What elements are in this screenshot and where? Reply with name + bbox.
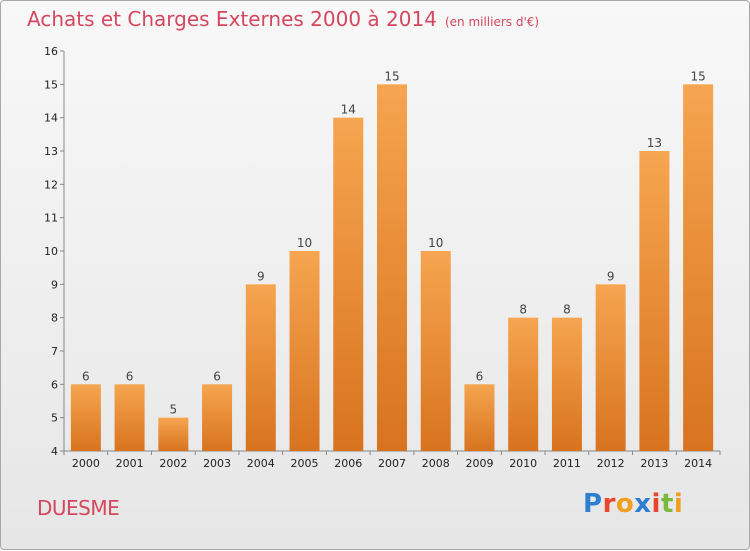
data-label: 6: [476, 369, 484, 383]
chart-subtitle: (en milliers d'€): [444, 15, 540, 29]
data-label: 15: [690, 69, 705, 83]
bar: [595, 284, 626, 451]
bar: [683, 84, 714, 451]
data-label: 6: [126, 369, 134, 383]
bar: [508, 317, 539, 451]
logo-letter: x: [634, 489, 652, 519]
data-label: 8: [519, 303, 527, 317]
y-tick-label: 14: [44, 112, 58, 125]
logo-letter: o: [615, 489, 635, 519]
y-tick-label: 5: [51, 412, 58, 425]
x-tick-label: 2010: [509, 457, 537, 470]
y-tick-label: 4: [51, 445, 58, 458]
logo-letter: i: [651, 489, 661, 519]
bar: [158, 417, 189, 451]
y-tick-label: 15: [44, 78, 58, 91]
y-tick-label: 6: [51, 378, 58, 391]
data-label: 6: [82, 369, 90, 383]
x-tick-label: 2012: [597, 457, 625, 470]
bars: [70, 84, 714, 452]
data-label: 6: [213, 369, 221, 383]
y-tick-label: 7: [51, 345, 58, 358]
data-label: 10: [428, 236, 443, 250]
x-tick-label: 2011: [553, 457, 581, 470]
bar: [464, 384, 495, 451]
data-label: 9: [257, 269, 265, 283]
y-tick-label: 12: [44, 178, 58, 191]
bar: [202, 384, 233, 451]
y-tick-label: 9: [51, 278, 58, 291]
bar: [377, 84, 407, 451]
logo-letter: t: [660, 489, 674, 519]
y-tick-label: 13: [44, 145, 58, 158]
title-text: Achats et Charges Externes 2000 à 2014: [27, 7, 437, 31]
data-label: 13: [647, 136, 662, 150]
x-tick-label: 2000: [72, 457, 100, 470]
data-label: 14: [341, 103, 356, 117]
x-tick-label: 2005: [291, 457, 319, 470]
data-label: 8: [563, 303, 571, 317]
bar: [289, 251, 320, 451]
x-tick-label: 2009: [465, 457, 493, 470]
y-tick-label: 8: [51, 312, 58, 325]
x-tick-label: 2006: [334, 457, 362, 470]
x-tick-label: 2002: [159, 457, 187, 470]
x-tick-label: 2014: [684, 457, 712, 470]
x-tick-label: 2001: [116, 457, 144, 470]
bar: [639, 151, 670, 451]
proxiti-logo: Proxiti: [583, 489, 683, 519]
x-tick-label: 2004: [247, 457, 275, 470]
bar: [333, 117, 364, 452]
logo-letter: i: [673, 489, 684, 519]
logo-letter: r: [602, 489, 616, 519]
commune-name: DUESME: [37, 496, 120, 520]
x-tick-label: 2013: [640, 457, 668, 470]
y-axis: 4 5 6 7 8 9 10 11 12 13 14 15 16: [44, 45, 65, 458]
y-tick-label: 16: [44, 45, 58, 58]
x-tick-label: 2008: [422, 457, 450, 470]
y-tick-label: 11: [44, 212, 58, 225]
x-tick-label: 2007: [378, 457, 406, 470]
data-label: 15: [384, 69, 399, 83]
logo-letter: P: [583, 489, 603, 519]
data-label: 9: [607, 269, 615, 283]
data-label: 10: [297, 236, 312, 250]
chart-title: Achats et Charges Externes 2000 à 2014 (e…: [27, 7, 539, 31]
data-label: 5: [170, 403, 178, 417]
bar: [551, 317, 582, 451]
bar: [245, 284, 276, 451]
x-tick-label: 2003: [203, 457, 231, 470]
bar: [114, 384, 145, 451]
bar: [70, 384, 101, 451]
bar: [420, 251, 451, 451]
y-tick-label: 10: [44, 245, 58, 258]
data-labels: 6 6 5 6 9 10 14 15 10 6 8 8 9 13 15: [82, 69, 706, 416]
x-axis: 2000 2001 2002 2003 2004 2005 2006 2007 2008 2009…: [63, 450, 721, 470]
